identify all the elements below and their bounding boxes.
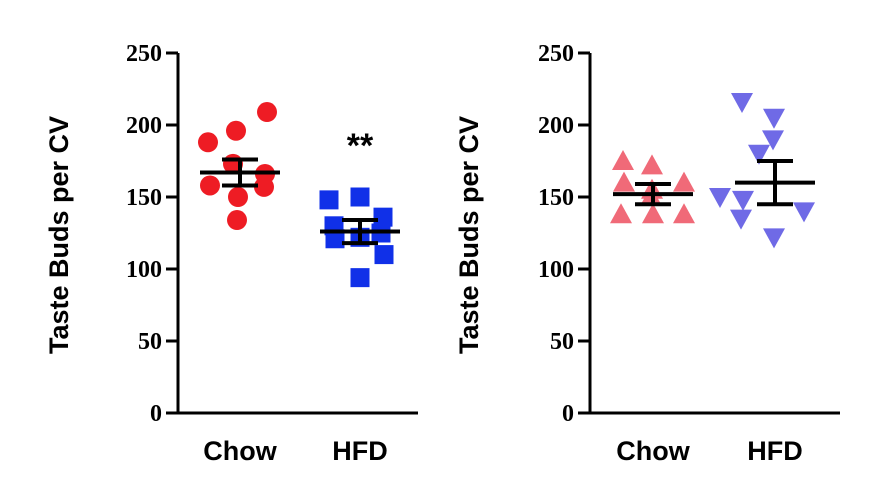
y-tick-label: 100 xyxy=(126,257,162,283)
data-point xyxy=(319,190,339,210)
data-point xyxy=(350,268,370,288)
data-point xyxy=(200,175,220,196)
data-point xyxy=(730,209,752,230)
series-chow xyxy=(610,150,695,224)
significance-annotation: ** xyxy=(347,127,374,165)
data-point xyxy=(198,132,218,153)
data-point xyxy=(763,228,785,249)
series-chow xyxy=(198,102,280,231)
x-tick-label: Chow xyxy=(203,436,277,466)
data-point xyxy=(374,245,394,265)
data-point xyxy=(793,202,815,223)
y-tick-label: 200 xyxy=(126,113,162,139)
data-point xyxy=(762,130,784,151)
y-tick-label: 150 xyxy=(126,185,162,211)
data-point xyxy=(642,203,664,224)
y-tick-label: 150 xyxy=(538,185,574,211)
data-point xyxy=(257,102,277,123)
data-point xyxy=(325,229,345,249)
y-tick-label: 200 xyxy=(538,113,574,139)
x-tick-label: Chow xyxy=(616,436,690,466)
series-hfd xyxy=(319,187,400,288)
y-tick-label: 0 xyxy=(562,401,574,427)
y-axis-label: Taste Buds per CV xyxy=(454,116,484,354)
data-point xyxy=(709,188,731,208)
y-tick-label: 50 xyxy=(138,329,162,355)
data-point xyxy=(731,92,753,113)
chart-panel-1: 0 50 100 150 200 250 Taste Buds per CV Chow HFD *… xyxy=(44,41,418,466)
data-point xyxy=(373,207,393,227)
y-tick-label: 250 xyxy=(538,41,574,67)
x-tick-label: HFD xyxy=(747,436,803,466)
y-tick-label: 0 xyxy=(150,401,162,427)
y-tick-label: 100 xyxy=(538,257,574,283)
chart-panel-2: 0 50 100 150 200 250 Taste Buds per CV Chow HFD xyxy=(454,41,840,466)
data-point xyxy=(226,120,246,141)
data-point xyxy=(641,154,663,175)
data-point xyxy=(228,187,248,207)
data-point xyxy=(612,150,634,170)
y-tick-label: 250 xyxy=(126,41,162,67)
series-hfd xyxy=(709,92,815,249)
data-point xyxy=(673,203,695,224)
data-point xyxy=(254,176,274,197)
data-point xyxy=(610,203,632,224)
data-point xyxy=(613,171,635,192)
data-point xyxy=(732,190,754,211)
y-axis-label: Taste Buds per CV xyxy=(44,116,74,354)
data-point xyxy=(673,171,695,192)
x-tick-label: HFD xyxy=(332,436,388,466)
y-tick-label: 50 xyxy=(550,329,574,355)
data-point xyxy=(748,144,770,165)
data-point xyxy=(227,210,247,231)
data-point xyxy=(763,108,785,129)
data-point xyxy=(350,187,370,207)
